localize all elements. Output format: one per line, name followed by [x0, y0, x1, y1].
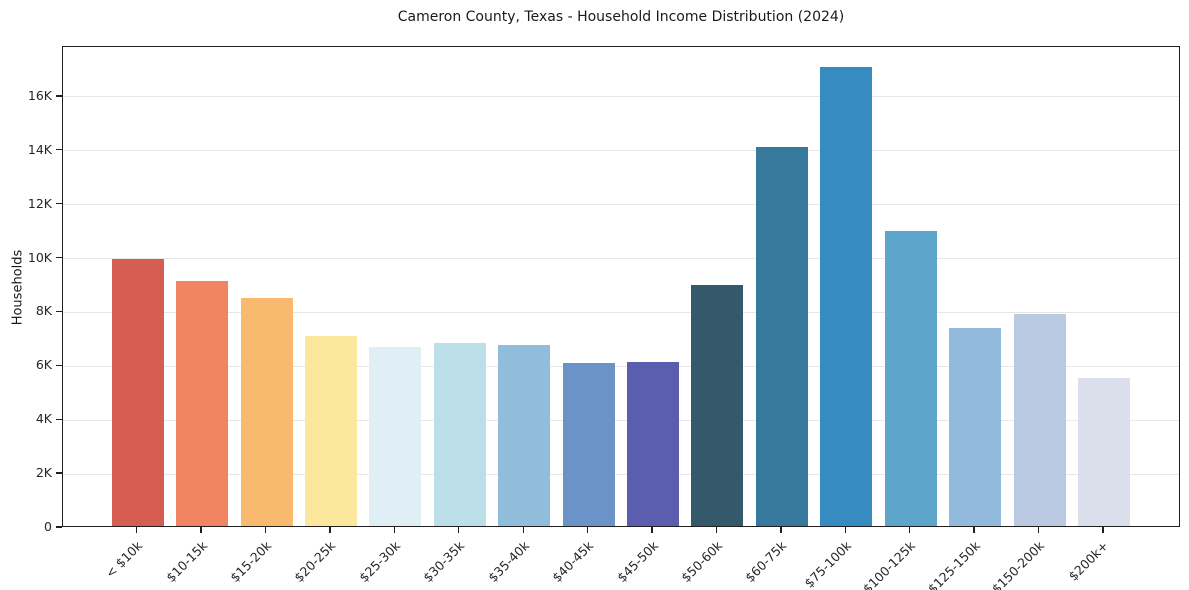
x-tick-label: $200k+ — [1065, 538, 1112, 584]
x-tick-mark — [973, 527, 975, 533]
x-tick-mark — [393, 527, 396, 533]
bar — [884, 230, 937, 526]
y-tick-mark — [56, 310, 62, 313]
bar — [304, 336, 357, 526]
y-tick-label: 14K — [27, 141, 52, 157]
y-tick-label: 2K — [35, 465, 52, 481]
x-tick-label: $20-25k — [291, 538, 339, 586]
x-tick-label: < $10k — [102, 538, 146, 581]
x-tick-mark — [264, 527, 267, 533]
y-tick-mark — [56, 202, 62, 205]
x-tick-label: $150-200k — [988, 538, 1048, 590]
x-tick-label: $40-45k — [549, 538, 597, 586]
y-tick-mark — [56, 256, 62, 259]
x-tick-mark — [136, 527, 138, 533]
x-tick-mark — [844, 527, 846, 533]
y-tick-label: 10K — [27, 249, 52, 265]
x-tick-label: $125-150k — [924, 538, 983, 590]
bar — [949, 327, 1002, 526]
x-tick-label: $15-20k — [227, 538, 275, 586]
y-tick-mark — [56, 472, 62, 474]
x-tick-label: $60-75k — [742, 538, 790, 586]
gridline — [63, 419, 1179, 421]
x-tick-label: $100-125k — [860, 538, 919, 590]
y-tick-label: 6K — [35, 357, 52, 373]
gridline — [63, 473, 1179, 475]
x-tick-mark — [909, 527, 911, 533]
x-tick-mark — [651, 527, 653, 533]
bar — [755, 147, 808, 526]
x-tick-label: $45-50k — [613, 538, 661, 586]
chart-title: Cameron County, Texas - Household Income… — [397, 9, 845, 25]
x-tick-mark — [586, 527, 589, 533]
x-tick-mark — [780, 527, 782, 533]
y-tick-label: 16K — [27, 87, 52, 103]
bar — [498, 345, 551, 526]
gridline — [63, 204, 1179, 206]
gridline — [63, 311, 1179, 313]
x-tick-label: $75-100k — [801, 538, 854, 590]
y-tick-label: 12K — [27, 195, 52, 211]
bar — [176, 280, 229, 526]
x-tick-label: $25-30k — [355, 538, 403, 586]
x-tick-label: $35-40k — [484, 538, 532, 586]
x-tick-mark — [329, 527, 331, 533]
y-tick-label: 8K — [35, 303, 52, 319]
gridline — [63, 96, 1179, 98]
gridline — [63, 258, 1179, 260]
y-tick-mark — [56, 418, 62, 420]
gridline — [63, 150, 1179, 152]
bar — [820, 66, 873, 526]
bar — [240, 298, 293, 526]
bar — [691, 284, 744, 526]
x-tick-mark — [1037, 527, 1040, 533]
x-tick-mark — [715, 527, 718, 533]
bar — [1013, 314, 1066, 526]
bar — [369, 346, 422, 526]
x-tick-mark — [200, 527, 202, 533]
bar — [1078, 377, 1130, 526]
bar — [562, 362, 615, 526]
y-tick-mark — [56, 364, 62, 366]
y-tick-mark — [56, 95, 62, 97]
y-tick-mark — [56, 526, 62, 528]
x-tick-mark — [522, 527, 524, 533]
x-tick-mark — [458, 527, 460, 533]
plot-area — [62, 46, 1180, 527]
y-tick-label: 4K — [35, 411, 52, 427]
x-tick-mark — [1102, 527, 1104, 533]
gridline — [63, 365, 1179, 367]
bar — [627, 361, 680, 526]
x-tick-label: $50-60k — [678, 538, 726, 586]
x-tick-label: $10-15k — [162, 538, 210, 586]
y-tick-label: 0 — [44, 519, 52, 534]
y-tick-mark — [56, 149, 62, 151]
x-tick-label: $30-35k — [420, 538, 468, 586]
bar — [111, 259, 164, 526]
bar — [433, 342, 486, 526]
